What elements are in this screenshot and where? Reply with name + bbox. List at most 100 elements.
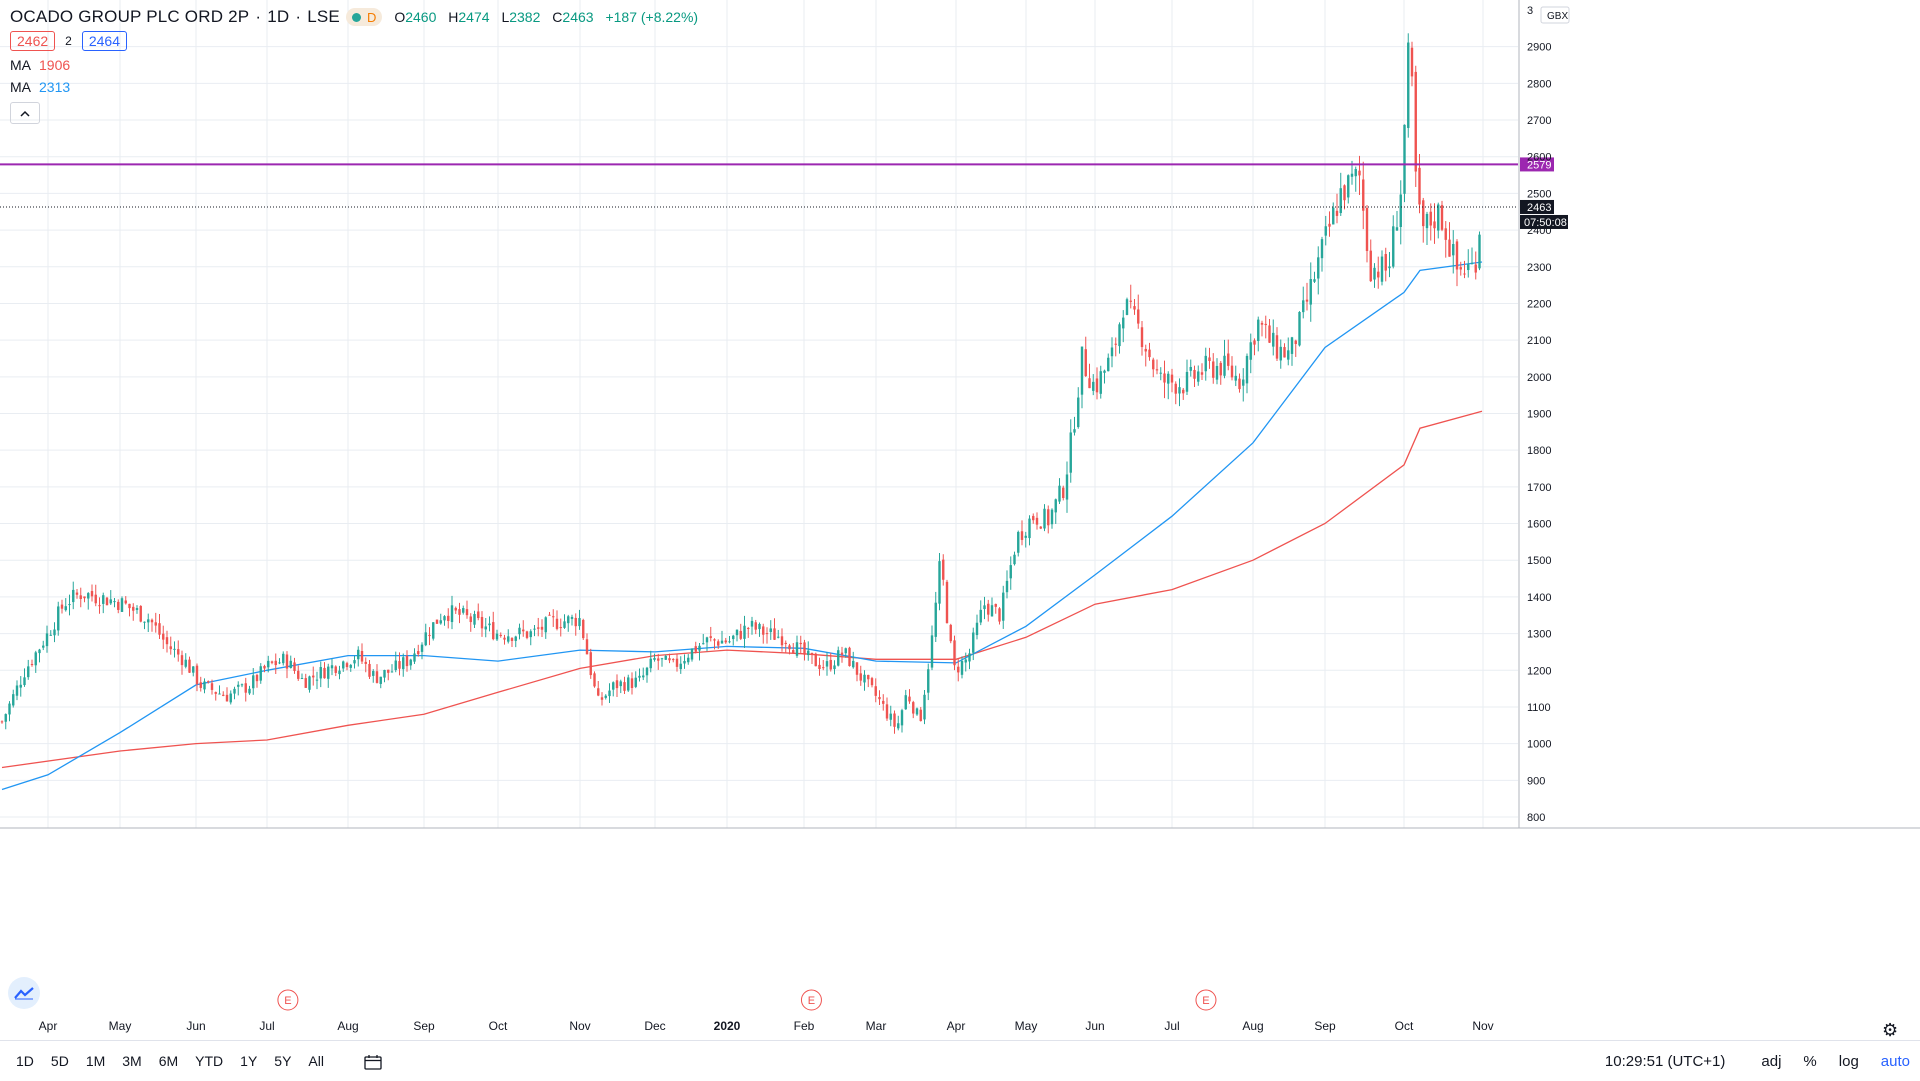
time-tick-label: Jul (259, 1019, 274, 1033)
candle-up (315, 679, 319, 681)
candle-up (19, 684, 22, 688)
candle-down (477, 611, 480, 619)
time-tick-label: Aug (337, 1019, 358, 1033)
market-status-pill[interactable]: D (345, 8, 383, 26)
candle-down (1410, 47, 1414, 77)
price-tick-label: 900 (1527, 775, 1545, 787)
candle-up (308, 676, 311, 690)
adjust-data-toggle[interactable]: adj (1761, 1052, 1782, 1070)
go-to-date-calendar-icon[interactable] (364, 1054, 382, 1070)
candle-up (1118, 324, 1121, 347)
range-6m-button[interactable]: 6M (158, 1053, 179, 1069)
candle-up (983, 605, 986, 610)
candle-up (1249, 342, 1252, 360)
candle-up (544, 617, 547, 633)
tradingview-logo[interactable] (8, 977, 40, 1009)
range-all-button[interactable]: All (308, 1053, 324, 1069)
candle-down (540, 626, 544, 630)
collapse-legend-button[interactable] (10, 102, 40, 124)
candle-down (499, 634, 502, 636)
candle-down (98, 605, 101, 607)
candle-down (1444, 228, 1447, 240)
price-tick-label: 1000 (1527, 739, 1551, 751)
candle-down (810, 652, 814, 655)
time-tick-label: Oct (489, 1019, 508, 1033)
candle-up (844, 648, 847, 654)
bar-countdown-label: 07:50:08 (1524, 217, 1567, 229)
timezone-clock[interactable]: 10:29:51 (UTC+1) (1604, 1052, 1726, 1070)
price-tick-label: 1700 (1527, 482, 1551, 494)
candle-up (338, 670, 341, 675)
price-tick-label: 1200 (1527, 665, 1551, 677)
candle-up (1332, 207, 1335, 225)
auto-scale-toggle[interactable]: auto (1880, 1052, 1910, 1070)
candle-down (582, 619, 585, 639)
candle-down (364, 661, 367, 664)
candle-down (360, 650, 364, 662)
range-1m-button[interactable]: 1M (85, 1053, 106, 1069)
candle-down (555, 618, 559, 629)
candle-down (1148, 349, 1151, 358)
candle-up (1189, 366, 1192, 371)
candle-up (443, 616, 446, 621)
candle-down (1328, 223, 1331, 227)
ma-fast-legend[interactable]: MA 1906 (10, 57, 71, 73)
range-3m-button[interactable]: 3M (122, 1053, 142, 1069)
log-scale-toggle[interactable]: log (1838, 1052, 1859, 1070)
percent-scale-toggle[interactable]: % (1803, 1052, 1817, 1070)
scale-options: 10:29:51 (UTC+1) adj % log auto (1583, 1041, 1910, 1081)
range-1d-button[interactable]: 1D (16, 1053, 34, 1069)
time-tick-label: 2020 (714, 1019, 741, 1033)
candle-up (1245, 355, 1249, 384)
candle-down (465, 609, 469, 616)
range-ytd-button[interactable]: YTD (195, 1053, 224, 1069)
candle-down (867, 674, 870, 680)
bid-price-box[interactable]: 2462 (10, 31, 56, 51)
candle-up (34, 652, 37, 666)
candle-down (552, 616, 555, 618)
horizontal-level-label: 2579 (1527, 159, 1551, 171)
range-5y-button[interactable]: 5Y (274, 1053, 292, 1069)
chart-settings-gear-icon[interactable]: ⚙ (1882, 1020, 1899, 1040)
candle-down (1088, 378, 1091, 389)
candle-up (1302, 300, 1305, 313)
candle-down (829, 659, 832, 670)
candle-up (53, 629, 56, 636)
candle-up (1313, 279, 1316, 282)
candle-up (518, 627, 521, 635)
candle-down (83, 596, 86, 599)
candle-up (1478, 234, 1481, 269)
range-1y-button[interactable]: 1Y (240, 1053, 258, 1069)
price-tick-label: 800 (1527, 812, 1545, 824)
candle-up (237, 684, 240, 687)
candle-down (285, 654, 289, 669)
candle-up (484, 626, 487, 630)
candle-down (1377, 271, 1380, 278)
exchange-label: LSE (307, 7, 340, 26)
candle-up (327, 666, 330, 679)
candle-up (72, 589, 75, 603)
candle-down (870, 678, 874, 686)
candle-down (784, 642, 787, 644)
candle-up (1287, 350, 1290, 360)
candle-up (229, 693, 232, 703)
candle-up (342, 661, 345, 669)
candle-down (75, 592, 79, 595)
candle-down (1227, 353, 1230, 366)
interval-label[interactable]: 1D (267, 7, 290, 26)
ask-price-box[interactable]: 2464 (81, 31, 127, 51)
symbol-title[interactable]: OCADO GROUP PLC ORD 2P (10, 7, 250, 26)
candle-down (1238, 378, 1241, 390)
candle-down (225, 694, 229, 702)
market-open-dot-icon (351, 12, 361, 22)
candle-down (593, 673, 596, 687)
candle-down (154, 622, 157, 626)
candle-down (615, 680, 619, 689)
candle-up (1122, 317, 1125, 329)
candle-down (30, 664, 34, 666)
candle-up (349, 664, 352, 668)
ma-slow-legend[interactable]: MA 2313 (10, 79, 71, 95)
range-5d-button[interactable]: 5D (50, 1053, 69, 1069)
title-separator: · (295, 7, 302, 26)
